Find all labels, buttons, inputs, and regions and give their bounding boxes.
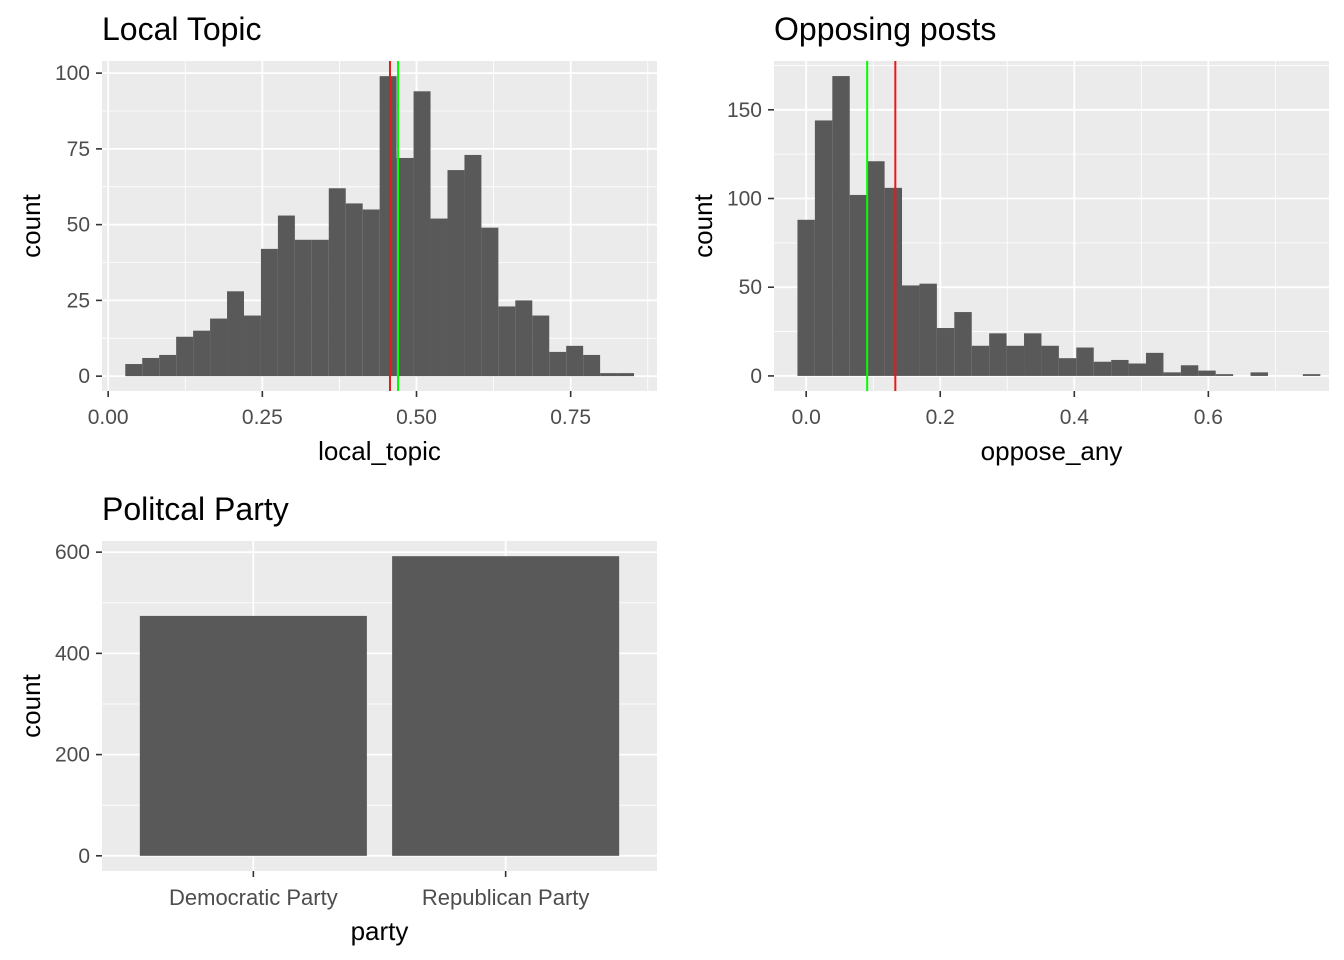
histogram-bar	[989, 333, 1007, 376]
histogram-bar	[396, 157, 414, 377]
histogram-bar	[1111, 359, 1129, 376]
histogram-bar	[193, 330, 211, 377]
histogram-bar	[142, 357, 160, 377]
chart-title: Local Topic	[102, 11, 262, 47]
histogram-bar	[884, 187, 903, 376]
histogram-bar	[1128, 363, 1147, 376]
histogram-bar	[954, 312, 972, 376]
x-tick-label: 0.25	[242, 406, 283, 429]
histogram-bar	[294, 239, 312, 377]
bar	[139, 615, 367, 856]
y-axis-title: count	[16, 673, 46, 737]
histogram-bar	[532, 315, 550, 377]
x-tick-label: Democratic Party	[169, 885, 338, 910]
histogram-bar	[464, 154, 482, 377]
histogram-bar	[227, 291, 244, 377]
histogram-bar	[1058, 358, 1077, 376]
histogram-bar	[481, 227, 499, 377]
histogram-bar	[210, 318, 228, 377]
histogram-bar	[1146, 352, 1164, 376]
histogram-bar	[849, 194, 868, 376]
y-tick-label: 25	[67, 289, 90, 312]
y-tick-label: 0	[750, 365, 762, 388]
histogram-bar	[1163, 372, 1181, 376]
histogram-bar	[971, 345, 990, 376]
y-tick-label: 50	[739, 276, 762, 299]
histogram-bar	[1041, 345, 1059, 376]
histogram-bar	[159, 354, 177, 377]
histogram-bar	[345, 203, 363, 377]
histogram-bar	[1302, 374, 1321, 376]
histogram-bar	[243, 315, 261, 377]
histogram-bar	[515, 300, 533, 377]
histogram-bar	[1198, 370, 1216, 376]
y-tick-label: 100	[727, 188, 762, 211]
y-tick-label: 200	[55, 744, 90, 767]
histogram-bar	[362, 209, 380, 377]
x-tick-label: 0.75	[550, 406, 591, 429]
histogram-bar	[260, 248, 278, 377]
histogram-bar	[311, 239, 329, 377]
histogram-bar	[832, 76, 850, 376]
y-tick-label: 600	[55, 541, 90, 564]
x-axis-title: oppose_any	[981, 436, 1123, 466]
histogram-bar	[430, 218, 448, 377]
x-axis-title: local_topic	[318, 436, 441, 466]
histogram-bar	[328, 188, 346, 377]
histogram-bar	[902, 285, 920, 376]
histogram-bar	[176, 336, 194, 377]
histogram-bar	[277, 215, 295, 377]
histogram-bar	[600, 373, 618, 377]
histogram-bar	[1006, 345, 1025, 376]
x-tick-label: 0.0	[792, 406, 821, 429]
histogram-bar	[1180, 365, 1199, 376]
histogram-bar	[583, 354, 601, 377]
y-tick-label: 150	[727, 99, 762, 122]
x-tick-label: 0.2	[926, 406, 955, 429]
y-axis-title: count	[688, 193, 718, 257]
histogram-bar	[498, 306, 516, 377]
histogram-bar	[549, 351, 567, 377]
y-tick-label: 100	[55, 62, 90, 85]
x-tick-label: 0.6	[1194, 406, 1223, 429]
histogram-bar	[814, 120, 833, 376]
x-axis-title: party	[351, 916, 409, 946]
histogram-bar	[797, 219, 815, 376]
y-tick-label: 400	[55, 642, 90, 665]
histogram-bar	[936, 328, 955, 376]
bar	[392, 556, 620, 856]
y-tick-label: 0	[78, 845, 90, 868]
y-tick-label: 0	[78, 365, 90, 388]
histogram-bar	[1250, 372, 1269, 376]
histogram-bar	[1093, 361, 1112, 376]
histogram-bar	[566, 345, 584, 377]
opposing-posts-histogram: 0.0 0.2 0.4 0.6 0 50 100 150 Opposing posts oppos…	[688, 11, 1329, 466]
chart-title: Opposing posts	[774, 11, 996, 47]
y-tick-label: 75	[67, 138, 90, 161]
histogram-bar	[1024, 333, 1042, 376]
political-party-bar-chart: Democratic Party Republican Party 0 200 400 6…	[16, 491, 657, 946]
histogram-bar	[379, 76, 397, 377]
histogram-bar	[919, 283, 937, 376]
histogram-bar	[447, 170, 465, 377]
x-tick-label: 0.50	[396, 406, 437, 429]
histogram-bar	[617, 373, 635, 377]
local-topic-histogram: 0.00 0.25 0.50 0.75 0 25 50 75 100 Local Topic loc…	[16, 11, 657, 466]
histogram-bar	[867, 161, 885, 376]
x-tick-label: Republican Party	[422, 885, 590, 910]
x-tick-label: 0.4	[1060, 406, 1090, 429]
histogram-bar	[413, 91, 431, 377]
histogram-bar	[1215, 374, 1234, 376]
chart-title: Politcal Party	[102, 491, 289, 527]
y-tick-label: 50	[67, 214, 90, 237]
histogram-bar	[1076, 347, 1094, 376]
histogram-bar	[125, 364, 143, 377]
x-tick-label: 0.00	[88, 406, 129, 429]
y-axis-title: count	[16, 193, 46, 257]
